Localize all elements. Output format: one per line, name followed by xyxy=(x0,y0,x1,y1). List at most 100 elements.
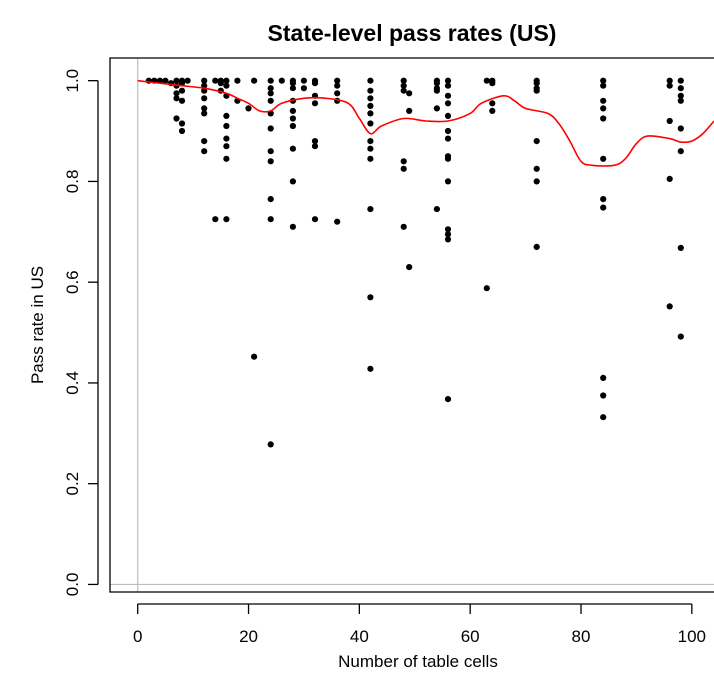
y-tick-label: 1.0 xyxy=(63,69,82,93)
data-point xyxy=(533,87,540,94)
data-point xyxy=(217,80,224,87)
data-point xyxy=(178,87,186,94)
data-point xyxy=(406,264,413,271)
data-point xyxy=(178,127,186,135)
data-point xyxy=(433,206,440,213)
data-point xyxy=(677,77,684,84)
data-point xyxy=(406,90,413,97)
data-point xyxy=(223,77,230,84)
data-point xyxy=(533,80,540,87)
data-point xyxy=(533,165,540,172)
data-point xyxy=(600,392,607,399)
data-point xyxy=(162,77,169,84)
y-tick-label: 0.4 xyxy=(63,371,82,395)
data-point xyxy=(444,155,452,162)
x-tick-label: 0 xyxy=(133,627,142,646)
data-point xyxy=(666,175,673,182)
x-tick-label: 60 xyxy=(461,627,480,646)
data-point xyxy=(267,441,274,448)
data-point xyxy=(201,77,208,84)
data-point xyxy=(444,100,452,107)
data-point xyxy=(223,155,230,162)
data-point xyxy=(234,77,241,84)
x-axis-label: Number of table cells xyxy=(338,652,498,671)
data-point xyxy=(173,95,180,102)
data-point xyxy=(267,90,274,97)
data-point xyxy=(533,178,540,185)
data-point xyxy=(444,178,452,185)
plot-area xyxy=(109,57,714,593)
data-point xyxy=(311,100,319,107)
data-point xyxy=(367,95,374,102)
data-point xyxy=(311,80,319,87)
data-point xyxy=(289,122,296,130)
data-point xyxy=(666,117,673,125)
data-point xyxy=(367,155,374,162)
data-point xyxy=(334,77,341,84)
data-point xyxy=(533,243,540,250)
data-point xyxy=(444,82,452,89)
chart-title: State-level pass rates (US) xyxy=(268,20,557,46)
y-tick-label: 0.6 xyxy=(63,270,82,294)
data-point xyxy=(267,158,274,165)
data-point xyxy=(600,155,607,162)
data-point xyxy=(367,206,374,213)
x-tick-label: 20 xyxy=(239,627,258,646)
data-point xyxy=(223,135,230,142)
y-tick-label: 0.0 xyxy=(63,573,82,597)
data-point xyxy=(173,77,180,84)
data-point xyxy=(483,77,490,84)
data-point xyxy=(367,87,374,94)
data-point xyxy=(677,97,684,104)
data-point xyxy=(245,105,252,112)
data-point xyxy=(251,77,258,84)
data-point xyxy=(600,414,607,421)
data-point xyxy=(677,125,684,132)
data-point xyxy=(367,77,374,84)
data-point xyxy=(289,145,296,152)
data-point xyxy=(311,216,319,223)
data-point xyxy=(201,138,208,145)
data-point xyxy=(406,107,413,114)
data-point xyxy=(444,77,452,84)
data-point xyxy=(533,138,540,145)
data-point xyxy=(400,165,407,172)
data-points xyxy=(145,77,684,448)
data-point xyxy=(300,85,307,92)
data-point xyxy=(300,77,307,84)
data-point xyxy=(289,223,296,230)
data-point xyxy=(433,87,440,94)
data-point xyxy=(400,158,407,165)
data-point xyxy=(444,231,452,238)
data-point xyxy=(600,115,607,122)
data-point xyxy=(666,303,673,310)
y-axis-label: Pass rate in US xyxy=(28,266,47,384)
data-point xyxy=(267,216,274,223)
data-point xyxy=(178,97,186,104)
data-point xyxy=(677,92,684,99)
data-point xyxy=(666,77,673,84)
data-point xyxy=(173,90,180,97)
data-point xyxy=(267,77,274,84)
data-point xyxy=(677,148,684,155)
data-point xyxy=(289,85,296,92)
data-point xyxy=(489,100,496,107)
data-point xyxy=(251,353,258,360)
data-point xyxy=(444,226,452,233)
data-point xyxy=(173,115,180,122)
data-point xyxy=(201,110,208,117)
data-point xyxy=(201,148,208,155)
data-point xyxy=(201,105,208,112)
data-point xyxy=(677,85,684,92)
data-point xyxy=(212,216,219,223)
data-point xyxy=(367,120,374,127)
data-point xyxy=(444,236,452,243)
data-point xyxy=(311,143,319,150)
data-point xyxy=(334,82,341,89)
data-point xyxy=(201,95,208,102)
y-tick-label: 0.2 xyxy=(63,472,82,496)
data-point xyxy=(311,138,319,145)
data-point xyxy=(489,107,496,114)
data-point xyxy=(600,374,607,381)
